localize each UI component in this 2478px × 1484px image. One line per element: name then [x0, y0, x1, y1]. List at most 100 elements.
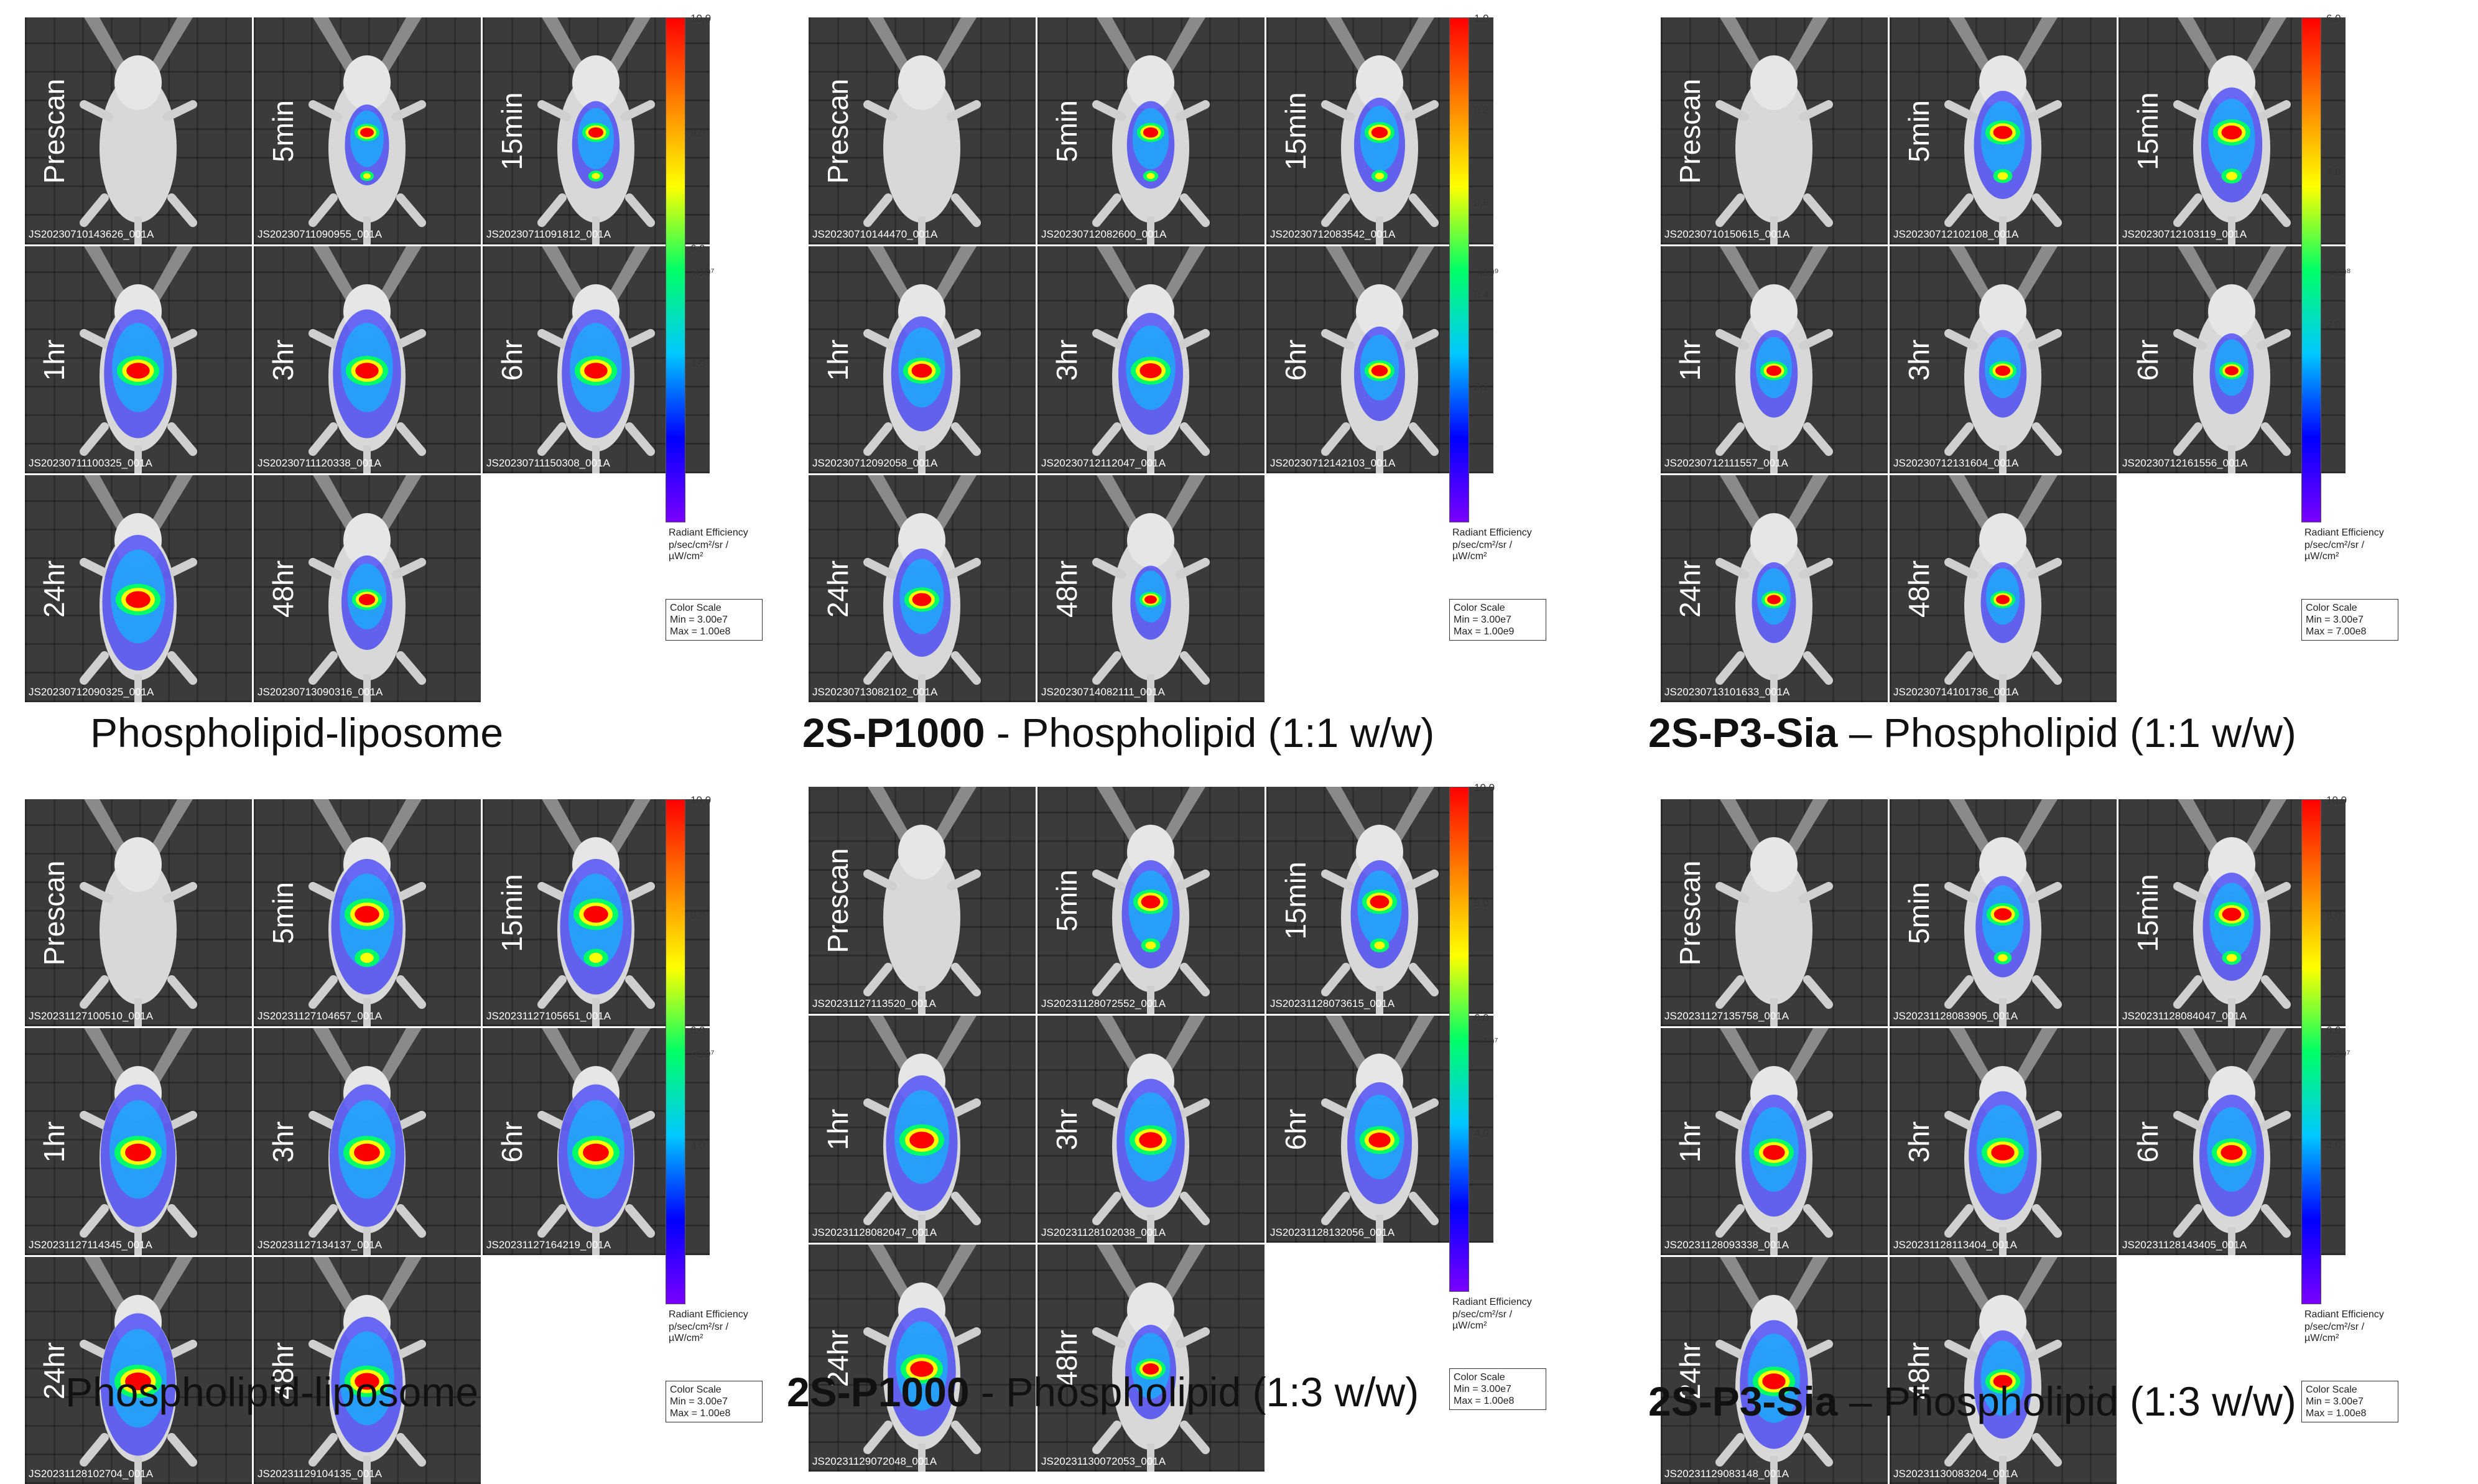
mouse-image [1944, 475, 2062, 702]
scan-tile: Prescan JS20231127113520_001A [809, 787, 1036, 1014]
panel-caption: Phospholipid-liposome [65, 1368, 478, 1416]
color-scale-box: Color Scale Min = 3.00e7 Max = 7.00e8 [2301, 599, 2398, 641]
caption-text: Phospholipid-liposome [90, 710, 504, 756]
panel-caption: 2S-P3-Sia – Phospholipid (1:3 w/w) [1648, 1378, 2296, 1425]
radiant-units: p/sec/cm²/sr / µW/cm² [1452, 540, 1513, 562]
image-id: JS20230712083542_001A [1270, 228, 1396, 240]
mouse-image [863, 17, 981, 244]
mouse-image [2173, 17, 2291, 244]
scan-tile: 1hr JS20231128093338_001A [1661, 1028, 1888, 1255]
color-scale-box: Color Scale Min = 3.00e7 Max = 1.00e8 [1449, 1368, 1546, 1410]
time-label: 5min [1903, 100, 1935, 162]
time-label: 6hr [496, 1121, 528, 1163]
scan-tile: 3hr JS20231128113404_001A [1890, 1028, 2117, 1255]
scan-tile: 1hr JS20230712111557_001A [1661, 246, 1888, 473]
scan-tile: 1hr JS20230712092058_001A [809, 246, 1036, 473]
scan-tile: 48hr JS20230714101736_001A [1890, 475, 2117, 702]
mouse-image [1092, 787, 1210, 1014]
scan-tile: Prescan JS20230710144470_001A [809, 17, 1036, 244]
scan-tile: 24hr JS20230713101633_001A [1661, 475, 1888, 702]
color-scale-max: Max = 1.00e8 [670, 1408, 731, 1419]
mouse-image [2173, 246, 2291, 473]
image-id: JS20231127100510_001A [29, 1010, 154, 1022]
colorbar-unit: x10⁹ [1477, 266, 1499, 278]
scan-tile: Prescan JS20231127135758_001A [1661, 799, 1888, 1026]
color-scale-min: Min = 3.00e7 [670, 1396, 728, 1407]
colorbar-tick: 10.0 [2326, 794, 2347, 806]
mouse-image [1944, 246, 2062, 473]
time-label: 1hr [1674, 1121, 1706, 1163]
mouse-image [309, 475, 426, 702]
scan-tile: 24hr JS20230713082102_001A [809, 475, 1036, 702]
image-id: JS20230712082600_001A [1041, 228, 1167, 240]
colorbar-tick: 1.0 [1474, 12, 1489, 24]
color-scale-box: Color Scale Min = 3.00e7 Max = 1.00e8 [666, 599, 763, 641]
image-id: JS20230713101633_001A [1664, 686, 1790, 698]
image-id: JS20231127164219_001A [486, 1239, 611, 1251]
mouse-image [1092, 246, 1210, 473]
colorbar-tick: 10.0 [690, 12, 712, 24]
colorbar-tick: 10.0 [690, 794, 712, 806]
image-id: JS20231127135758_001A [1664, 1010, 1789, 1022]
color-scale-title: Color Scale [670, 603, 722, 613]
color-scale-max: Max = 1.00e8 [1454, 1396, 1515, 1406]
scan-tile: 5min JS20231127104657_001A [254, 799, 481, 1026]
time-label: Prescan [38, 78, 70, 184]
scan-tile: 5min JS20230711090955_001A [254, 17, 481, 244]
colorbar-tick: 0.6 [1474, 197, 1489, 208]
scan-tile: 48hr JS20231130072053_001A [1037, 1245, 1265, 1472]
image-id: JS20230713090316_001A [258, 686, 383, 698]
colorbar-tick: 6.0 [1474, 1012, 1489, 1024]
colorbar-tick: 4.0 [690, 358, 705, 369]
image-id: JS20230712102108_001A [1893, 228, 2019, 240]
scan-tile: 3hr JS20230712112047_001A [1037, 246, 1265, 473]
scan-tile: 24hr JS20230712090325_001A [25, 475, 252, 702]
mouse-image [1321, 1016, 1439, 1243]
image-id: JS20231129083148_001A [1664, 1468, 1789, 1480]
mouse-image [1715, 17, 1833, 244]
panel-caption: 2S-P1000 - Phospholipid (1:1 w/w) [802, 709, 1434, 756]
mouse-image [80, 799, 197, 1026]
radiant-label: Radiant Efficiency [669, 527, 748, 538]
image-id: JS20230712090325_001A [29, 686, 154, 698]
color-scale-min: Min = 3.00e7 [2306, 614, 2364, 625]
colorbar-tick: 8.0 [690, 128, 705, 139]
time-label: 6hr [1279, 339, 1312, 381]
scan-tile: 48hr JS20231130083204_001A [1890, 1257, 2117, 1484]
scan-tile: Prescan JS20230710143626_001A [25, 17, 252, 244]
mouse-image [80, 246, 197, 473]
colorbar-unit: x10⁷ [1477, 1036, 1498, 1047]
caption-text: - Phospholipid (1:1 w/w) [985, 710, 1435, 756]
scan-tile: 5min JS20231128072552_001A [1037, 787, 1265, 1014]
scan-tile: 5min JS20231128083905_001A [1890, 799, 2117, 1026]
colorbar-unit: x10⁷ [694, 266, 715, 278]
colorbar-tick: 10.0 [1474, 782, 1495, 794]
mouse-image [2173, 799, 2291, 1026]
color-scale-max: Max = 7.00e8 [2306, 626, 2367, 637]
mouse-image [863, 1245, 981, 1472]
colorbar-tick: 8.0 [2326, 909, 2341, 921]
caption-text: Phospholipid-liposome [65, 1369, 479, 1415]
colorbar-tick: 8.0 [1474, 897, 1489, 909]
radiant-units: p/sec/cm²/sr / µW/cm² [2304, 540, 2365, 562]
mouse-image [1092, 17, 1210, 244]
time-label: 15min [2132, 92, 2164, 170]
time-label: 48hr [1051, 560, 1083, 618]
mouse-image [309, 17, 426, 244]
mouse-image [1944, 17, 2062, 244]
image-id: JS20231128082047_001A [812, 1227, 937, 1238]
radiant-label: Radiant Efficiency [2304, 527, 2384, 538]
mouse-image [1092, 1016, 1210, 1243]
scan-tile: 3hr JS20230711120338_001A [254, 246, 481, 473]
colorbar-tick: 2.0 [2326, 319, 2341, 332]
radiant-units: p/sec/cm²/sr / µW/cm² [669, 1322, 729, 1343]
colorbar [1449, 787, 1469, 1292]
caption-text: – Phospholipid (1:3 w/w) [1837, 1378, 2296, 1424]
time-label: 1hr [822, 339, 854, 381]
time-label: 5min [267, 100, 299, 162]
color-scale-max: Max = 1.00e8 [670, 626, 731, 637]
color-scale-max: Max = 1.00e8 [2306, 1408, 2367, 1419]
scan-tile: 1hr JS20231127114345_001A [25, 1028, 252, 1255]
time-label: 15min [1279, 861, 1312, 940]
scan-tile: Prescan JS20230710150615_001A [1661, 17, 1888, 244]
